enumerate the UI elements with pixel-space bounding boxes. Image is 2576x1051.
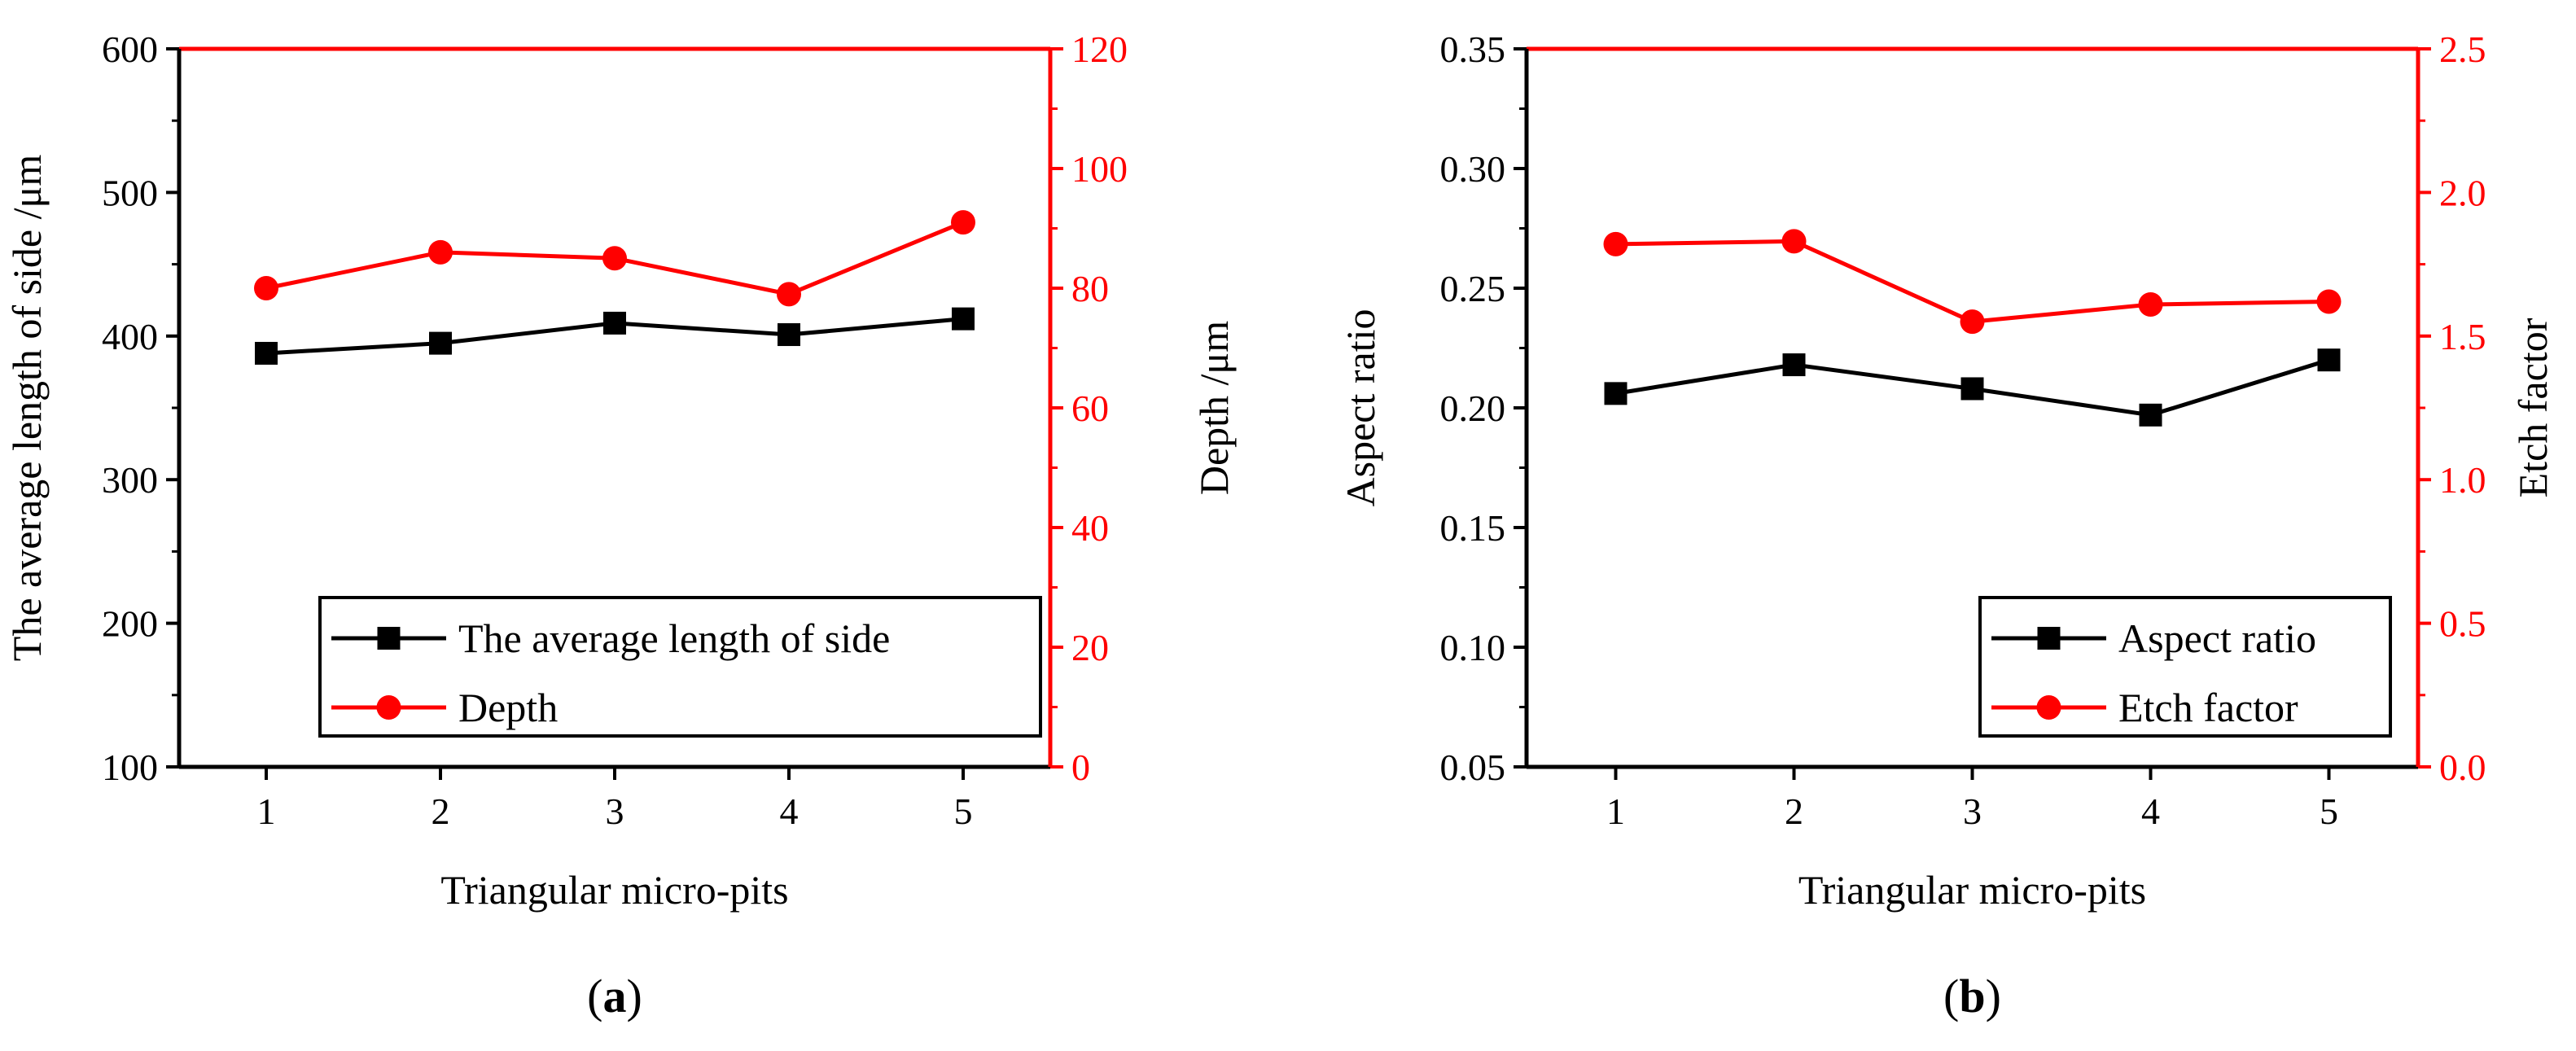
- y-right-tick-label: 1.5: [2439, 316, 2486, 357]
- x-tick-label: 5: [954, 790, 973, 832]
- y-right-tick-label: 20: [1071, 627, 1109, 668]
- y-right-axis-title: Depth /μm: [1191, 321, 1237, 495]
- y-right-tick-label: 1.0: [2439, 459, 2486, 501]
- y-left-tick-label: 0.05: [1440, 747, 1506, 788]
- y-right-tick-label: 0.0: [2439, 747, 2486, 788]
- legend-label-1: Depth: [458, 685, 558, 730]
- legend-label-0: Aspect ratio: [2118, 615, 2316, 661]
- legend-box: [318, 596, 1042, 738]
- y-right-tick-label: 40: [1071, 507, 1109, 549]
- y-left-tick-label: 300: [102, 459, 158, 501]
- y-left-tick-label: 0.20: [1440, 388, 1506, 429]
- panel-label: (b): [1943, 970, 2001, 1023]
- x-tick-label: 4: [780, 790, 799, 832]
- x-tick-label: 2: [1785, 790, 1803, 832]
- data-point-square: [429, 331, 452, 355]
- panel-b: 1 2 3 4 5 0.05 0.10 0.15 0.20 0.25 0.30 0.35 0.0 0.5 1…: [1338, 28, 2556, 1023]
- y-left-tick-label: 0.10: [1440, 627, 1506, 668]
- x-tick-label: 3: [606, 790, 624, 832]
- x-tick-label: 1: [257, 790, 276, 832]
- data-point-square: [778, 323, 800, 347]
- x-axis-title: Triangular micro-pits: [440, 867, 788, 913]
- y-right-tick-label: 2.5: [2439, 28, 2486, 70]
- data-point-circle: [428, 239, 453, 265]
- data-point-square: [1782, 353, 1806, 377]
- y-left-axis-title: Aspect ratio: [1338, 309, 1383, 507]
- data-point-circle: [1603, 231, 1628, 256]
- data-point-circle: [1781, 229, 1807, 254]
- data-point-square: [2139, 403, 2162, 427]
- legend-marker-square: [377, 627, 401, 650]
- y-left-tick-label: 200: [102, 603, 158, 645]
- x-tick-label: 5: [2320, 790, 2338, 832]
- y-left-tick-label: 400: [102, 316, 158, 357]
- x-axis-title: Triangular micro-pits: [1798, 867, 2146, 913]
- panel-a: 1 2 3 4 5 100 200 300 400 500 600 0 20 40 60 80 100 120 Tr…: [4, 28, 1237, 1023]
- y-left-tick-label: 100: [102, 747, 158, 788]
- x-tick-label: 2: [432, 790, 450, 832]
- legend-label-1: Etch factor: [2118, 685, 2298, 730]
- y-right-tick-label: 0: [1071, 747, 1090, 788]
- data-point-square: [1604, 382, 1628, 405]
- y-right-tick-label: 2.0: [2439, 172, 2486, 213]
- panel-label: (a): [587, 970, 642, 1023]
- y-right-tick-label: 120: [1071, 28, 1128, 70]
- data-point-square: [2317, 348, 2341, 372]
- data-point-circle: [602, 246, 627, 271]
- legend-marker-circle: [376, 695, 401, 720]
- y-right-tick-label: 60: [1071, 388, 1109, 429]
- y-right-tick-label: 100: [1071, 148, 1128, 190]
- legend-marker-circle: [2036, 695, 2061, 720]
- y-right-axis-title: Etch factor: [2510, 317, 2556, 497]
- y-right-tick-label: 0.5: [2439, 603, 2486, 645]
- data-point-square: [1960, 377, 1984, 401]
- data-point-circle: [951, 210, 975, 235]
- data-point-square: [603, 311, 626, 335]
- x-tick-label: 4: [2141, 790, 2160, 832]
- legend-marker-square: [2037, 627, 2061, 650]
- y-left-tick-label: 0.30: [1440, 148, 1506, 190]
- data-point-square: [952, 307, 975, 331]
- data-point-circle: [2138, 291, 2163, 317]
- data-point-circle: [1960, 309, 1985, 335]
- panel-label-letter: b: [1959, 970, 1985, 1023]
- y-left-tick-label: 0.35: [1440, 28, 1506, 70]
- y-left-tick-label: 600: [102, 28, 158, 70]
- y-left-tick-label: 0.15: [1440, 507, 1506, 549]
- y-left-tick-label: 0.25: [1440, 268, 1506, 309]
- panel-label-letter: a: [603, 970, 627, 1023]
- y-left-axis-title: The average length of side /μm: [4, 155, 50, 662]
- x-tick-label: 1: [1606, 790, 1625, 832]
- data-point-square: [255, 341, 278, 365]
- y-left-tick-label: 500: [102, 172, 158, 213]
- data-point-circle: [2316, 289, 2342, 314]
- data-point-circle: [254, 276, 278, 300]
- legend-label-0: The average length of side: [458, 615, 890, 661]
- data-point-circle: [777, 282, 801, 307]
- x-tick-label: 3: [1963, 790, 1982, 832]
- y-right-tick-label: 80: [1071, 268, 1109, 309]
